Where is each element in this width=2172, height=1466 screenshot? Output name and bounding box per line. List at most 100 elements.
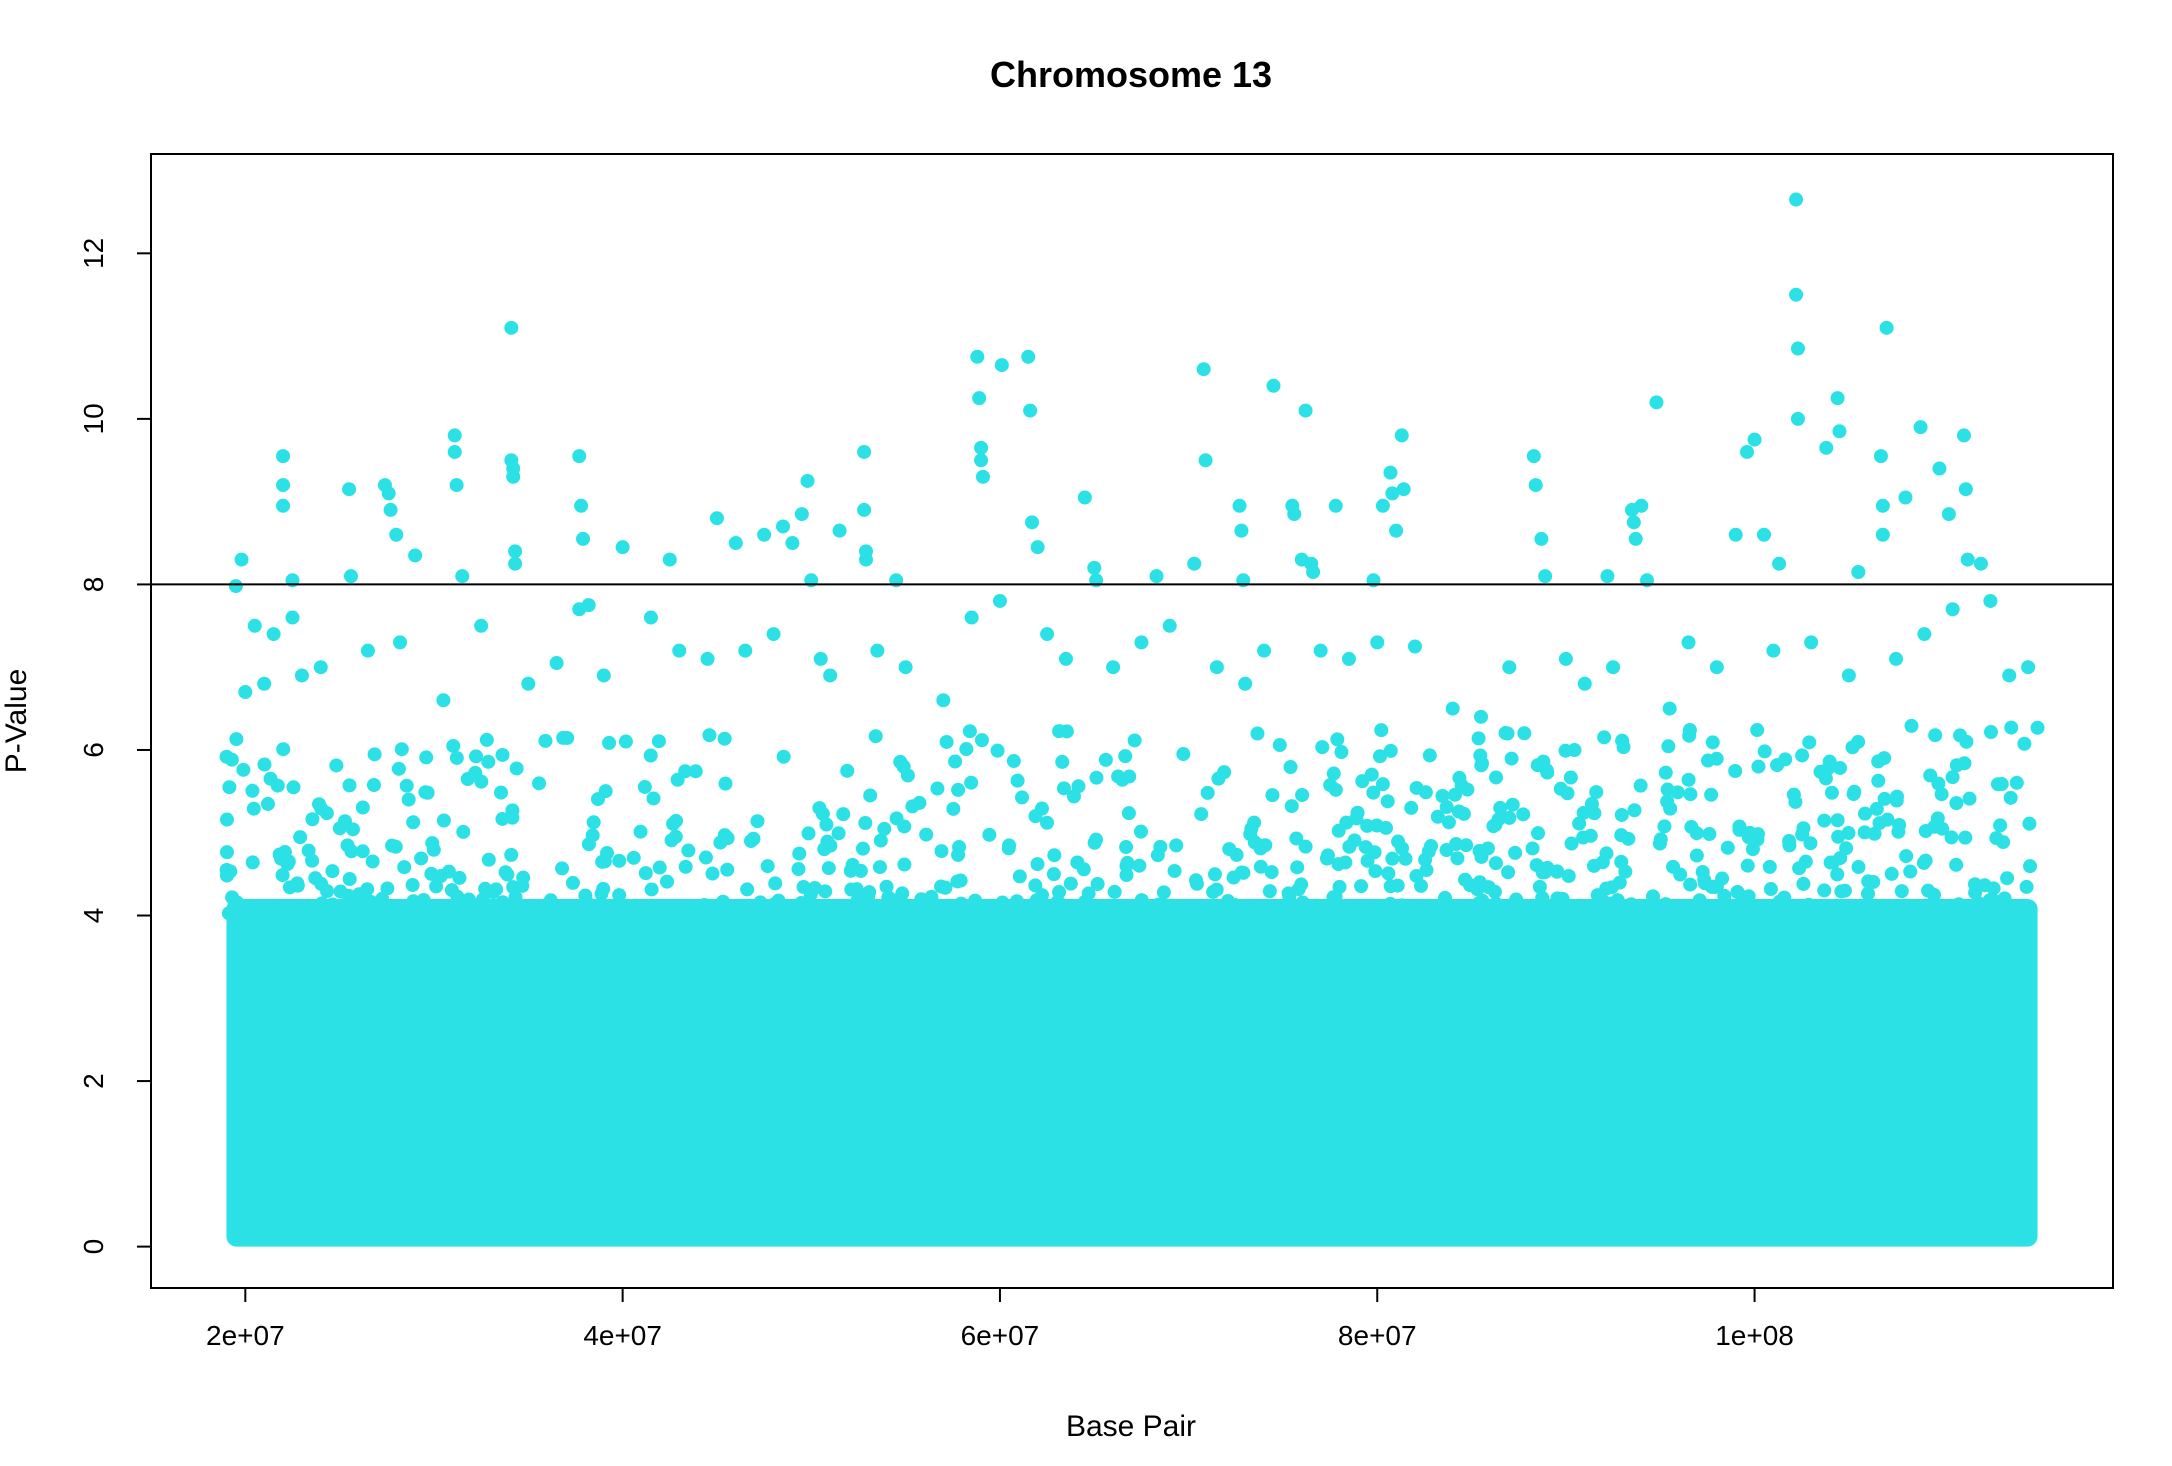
data-point xyxy=(416,908,431,923)
data-point xyxy=(504,320,519,335)
data-point xyxy=(416,892,431,907)
data-point xyxy=(1008,906,1023,921)
data-point xyxy=(2000,871,2015,886)
data-point xyxy=(1389,523,1404,538)
data-point xyxy=(1536,754,1551,769)
data-point xyxy=(1226,870,1241,885)
data-point xyxy=(638,866,653,881)
x-tick-label: 6e+07 xyxy=(961,1320,1040,1351)
data-point xyxy=(1783,908,1798,923)
data-point xyxy=(1374,723,1389,738)
data-point xyxy=(1198,453,1213,468)
data-point xyxy=(1220,893,1235,908)
data-point xyxy=(1090,901,1105,916)
data-point xyxy=(1688,900,1703,915)
data-point xyxy=(2021,660,2036,675)
data-point xyxy=(1046,867,1061,882)
data-point xyxy=(595,854,610,869)
data-point xyxy=(1447,787,1462,802)
data-point xyxy=(1833,760,1848,775)
data-point xyxy=(1673,904,1688,919)
data-point xyxy=(1023,403,1038,418)
data-point xyxy=(807,880,822,895)
data-point xyxy=(565,875,580,890)
data-point xyxy=(813,651,828,666)
data-point xyxy=(1626,515,1641,530)
data-point xyxy=(1851,565,1866,580)
data-point xyxy=(995,895,1010,910)
data-point xyxy=(381,486,396,501)
data-point xyxy=(1422,748,1437,763)
data-point xyxy=(643,748,658,763)
data-point xyxy=(1134,635,1149,650)
data-point xyxy=(1012,869,1027,884)
data-point xyxy=(1945,770,1960,785)
dense-point-cloud xyxy=(219,718,2045,1247)
data-point xyxy=(468,765,483,780)
data-point xyxy=(342,872,357,887)
data-point xyxy=(914,892,929,907)
data-point xyxy=(286,780,301,795)
data-point xyxy=(618,734,633,749)
data-point xyxy=(1370,635,1385,650)
data-point xyxy=(700,651,715,666)
data-point xyxy=(461,892,476,907)
data-point xyxy=(1449,837,1464,852)
data-point xyxy=(1354,879,1369,894)
data-point xyxy=(1973,556,1988,571)
data-point xyxy=(509,761,524,776)
data-point xyxy=(312,797,327,812)
x-tick-label: 8e+07 xyxy=(1338,1320,1417,1351)
data-point xyxy=(1391,834,1406,849)
data-point xyxy=(872,860,887,875)
data-point xyxy=(1087,560,1102,575)
data-point xyxy=(1116,908,1131,923)
data-point xyxy=(757,527,772,542)
data-point xyxy=(1244,821,1259,836)
data-point xyxy=(305,853,320,868)
data-point xyxy=(1822,754,1837,769)
data-point xyxy=(1241,908,1256,923)
data-point xyxy=(844,882,859,897)
data-point xyxy=(521,676,536,691)
data-point xyxy=(1949,758,1964,773)
data-point xyxy=(1320,848,1335,863)
data-point xyxy=(1877,751,1892,766)
data-point xyxy=(1207,867,1222,882)
data-point xyxy=(1728,764,1743,779)
data-point xyxy=(1789,192,1804,207)
data-point xyxy=(1459,838,1474,853)
data-point xyxy=(1657,819,1672,834)
data-point xyxy=(567,906,582,921)
data-point xyxy=(934,879,949,894)
data-point xyxy=(1360,818,1375,833)
data-point xyxy=(919,827,934,842)
data-point xyxy=(831,826,846,841)
data-point xyxy=(1550,864,1565,879)
data-point xyxy=(393,635,408,650)
data-point xyxy=(1786,787,1801,802)
data-point xyxy=(1782,834,1797,849)
data-point xyxy=(1295,787,1310,802)
data-point xyxy=(581,837,596,852)
data-point xyxy=(414,851,429,866)
data-point xyxy=(1266,378,1281,393)
data-point xyxy=(1253,859,1268,874)
data-point xyxy=(1819,908,1834,923)
data-point xyxy=(974,733,989,748)
data-point xyxy=(1741,889,1756,904)
data-point xyxy=(1875,527,1890,542)
data-point xyxy=(1530,908,1545,923)
data-point xyxy=(399,778,414,793)
data-point xyxy=(1932,461,1947,476)
data-point xyxy=(228,579,243,594)
data-point xyxy=(1418,785,1433,800)
data-point xyxy=(1615,733,1630,748)
data-point xyxy=(1884,866,1899,881)
x-axis-title: Base Pair xyxy=(1066,1410,1196,1443)
data-point xyxy=(1257,643,1272,658)
data-point xyxy=(276,498,291,513)
data-point xyxy=(481,754,496,769)
data-point xyxy=(1709,660,1724,675)
data-point xyxy=(1010,773,1025,788)
